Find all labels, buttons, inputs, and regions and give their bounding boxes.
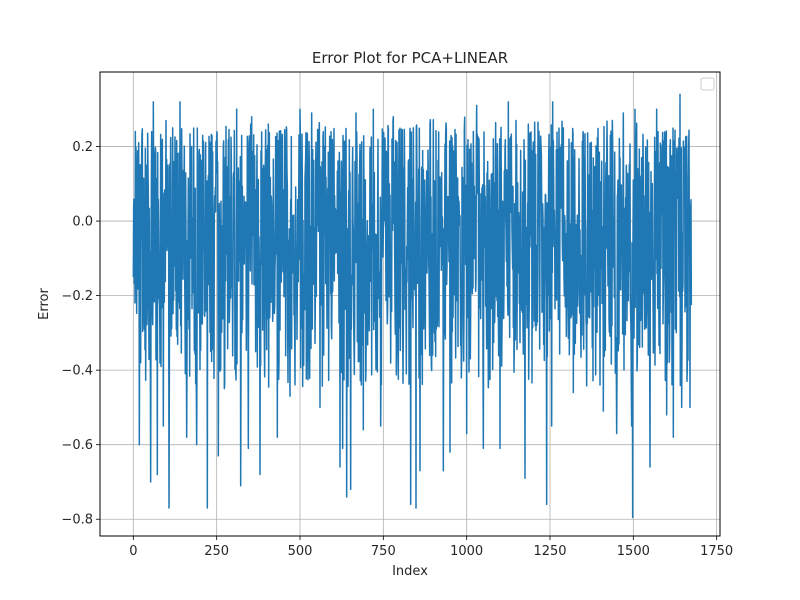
x-tick-label: 1750 — [700, 544, 733, 559]
x-tick-label: 500 — [288, 544, 313, 559]
x-tick-label: 0 — [129, 544, 137, 559]
legend-box — [700, 77, 715, 91]
y-tick-label: −0.8 — [61, 513, 93, 528]
y-tick-label: 0.2 — [72, 140, 93, 155]
y-tick-label: −0.6 — [61, 438, 93, 453]
axes-frame — [99, 71, 721, 537]
chart-title: Error Plot for PCA+LINEAR — [312, 49, 508, 67]
x-axis-label: Index — [392, 564, 428, 579]
y-axis-label: Error — [37, 288, 52, 320]
data-layer — [132, 93, 693, 519]
tick-layer: 0 250 500 750 1000 1250 1500 1750 −0.8 −0.6 −0.4 −0… — [61, 140, 733, 559]
error-series-line — [132, 93, 693, 519]
x-tick-label: 1000 — [450, 544, 483, 559]
y-tick-label: −0.2 — [61, 289, 93, 304]
x-tick-label: 1500 — [617, 544, 650, 559]
x-tick-label: 250 — [204, 544, 229, 559]
y-tick-label: 0.0 — [72, 215, 93, 230]
x-tick-label: 1250 — [533, 544, 566, 559]
x-tick-label: 750 — [371, 544, 396, 559]
y-tick-label: −0.4 — [61, 364, 93, 379]
